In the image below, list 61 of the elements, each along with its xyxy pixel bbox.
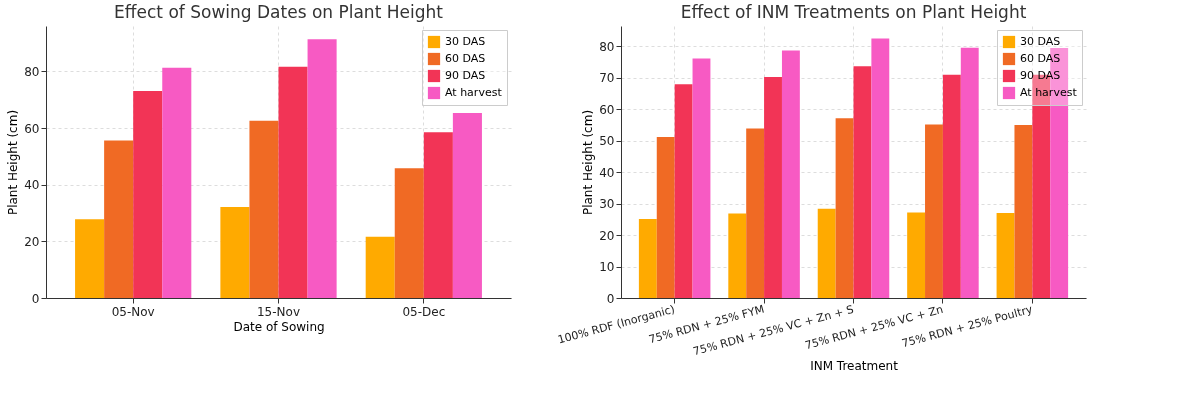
y-tick-label: 30 [599, 197, 615, 212]
chart-title: Effect of INM Treatments on Plant Height [680, 2, 1027, 22]
bar [835, 118, 854, 298]
bar [942, 74, 961, 298]
bar [781, 50, 800, 298]
legend-label: 30 DAS [1020, 35, 1061, 48]
bar [162, 67, 192, 298]
y-tick-label: 0 [606, 291, 615, 306]
bar [452, 112, 482, 298]
y-tick-label: 0 [31, 291, 40, 306]
bar [871, 38, 890, 298]
bar [656, 137, 675, 298]
bar [365, 236, 395, 298]
bar [996, 213, 1015, 298]
y-tick-label: 40 [599, 165, 615, 180]
bar [746, 128, 765, 298]
bar [764, 76, 782, 298]
y-tick-label: 60 [599, 102, 615, 117]
y-tick-label: 80 [24, 64, 40, 79]
legend-label: 90 DAS [1020, 69, 1061, 82]
bar [960, 47, 979, 298]
bar [220, 207, 250, 298]
bar [394, 168, 424, 298]
x-tick-label: 05-Nov [111, 304, 155, 319]
x-tick-label: 15-Nov [256, 304, 301, 319]
bar [638, 219, 657, 298]
bar [817, 208, 836, 298]
legend-label: 90 DAS [445, 69, 486, 82]
y-tick-label: 50 [599, 134, 615, 149]
y-tick-label: 20 [24, 234, 40, 249]
legend-label: 60 DAS [1020, 52, 1061, 65]
y-tick-label: 80 [599, 39, 615, 54]
bar [278, 66, 308, 298]
bar [728, 213, 747, 298]
legend-label: 60 DAS [445, 52, 486, 65]
y-tick-label: 70 [599, 71, 615, 86]
legend-label: 30 DAS [445, 35, 486, 48]
bar [907, 212, 926, 298]
x-tick-label: 05-Dec [402, 304, 446, 319]
bar [423, 132, 453, 298]
bar [692, 58, 711, 298]
x-axis-title: Date of Sowing [233, 319, 325, 334]
bar [853, 66, 872, 298]
legend-label: At harvest [1020, 86, 1078, 99]
y-tick-label: 10 [599, 260, 615, 275]
bar [104, 140, 134, 298]
y-axis-title: Plant Height (cm) [6, 109, 21, 216]
bar [75, 219, 105, 298]
chart-title: Effect of Sowing Dates on Plant Height [114, 2, 444, 22]
x-axis-title: INM Treatment [810, 359, 899, 374]
y-axis-title: Plant Height (cm) [581, 109, 596, 216]
bar [1014, 125, 1033, 298]
legend-label: At harvest [445, 86, 503, 99]
y-tick-label: 40 [24, 178, 40, 193]
y-tick-label: 60 [24, 121, 40, 136]
bar [249, 120, 279, 298]
bar [925, 124, 943, 298]
bar [307, 39, 337, 298]
y-tick-label: 20 [599, 228, 615, 243]
bar [674, 84, 693, 298]
bar [133, 90, 163, 298]
